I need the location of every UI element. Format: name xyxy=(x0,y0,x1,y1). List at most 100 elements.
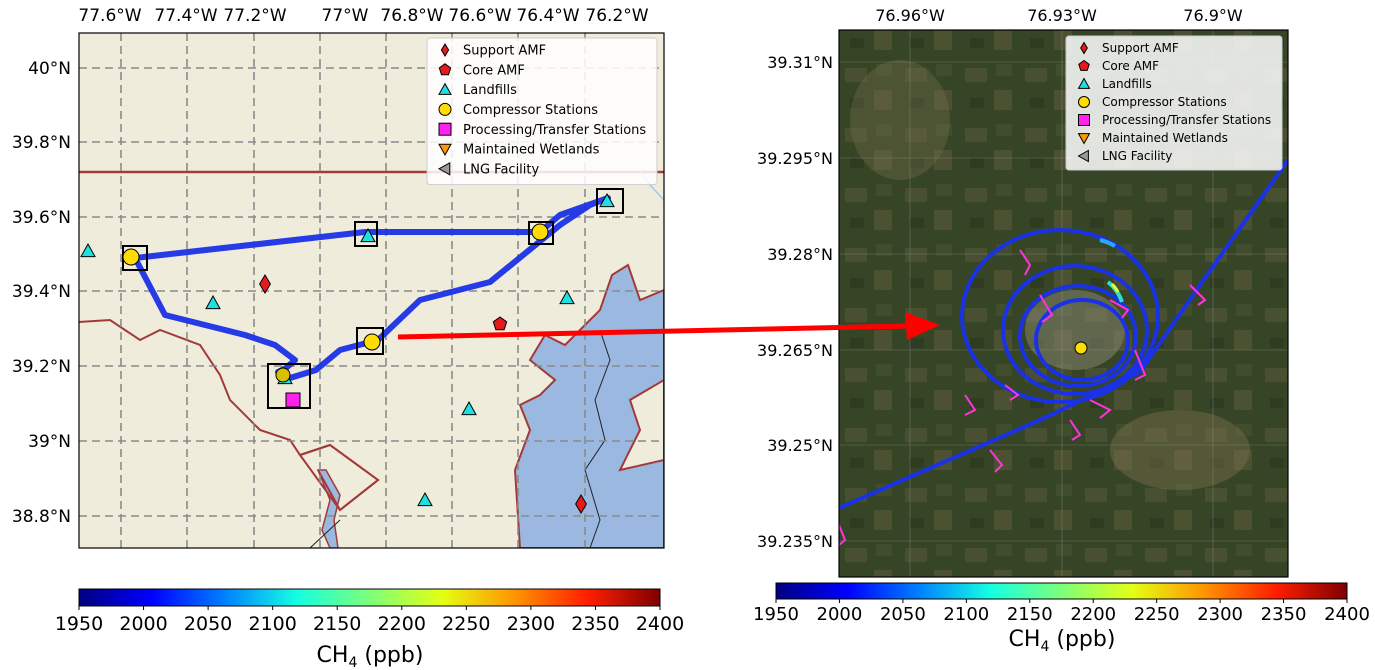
left-site-markers xyxy=(80,192,615,514)
legend-marker xyxy=(438,63,452,76)
legend-label: LNG Facility xyxy=(1102,149,1172,163)
legend-label: Landfills xyxy=(463,83,517,98)
legend-label: Support AMF xyxy=(463,44,546,59)
landfill-marker xyxy=(559,289,575,305)
compressor-station-marker xyxy=(275,367,291,383)
legend-box xyxy=(426,37,658,186)
legend-label: Maintained Wetlands xyxy=(463,143,600,158)
legend-label: Support AMF xyxy=(1102,41,1179,55)
support-amf-marker xyxy=(575,494,587,514)
legend-label: Compressor Stations xyxy=(463,103,598,118)
lon-tick-label: 76.8°W xyxy=(380,6,443,26)
landfill-marker xyxy=(80,242,96,258)
legend-label: Core AMF xyxy=(1102,59,1159,73)
lon-tick-label: 76.96°W xyxy=(875,6,945,25)
enhancement-segment xyxy=(1110,282,1120,293)
colorbar-tick-label: 1950 xyxy=(55,613,103,635)
right-colorbar-label: CH4 (ppb) xyxy=(1009,627,1116,655)
right-colorbar: 1950 2000 2050 2100 2150 2200 2250 2300 2350 2400… xyxy=(753,582,1370,655)
colorbar-tick-label: 2200 xyxy=(1070,604,1116,625)
compressor-station-marker xyxy=(363,333,381,351)
legend-marker xyxy=(1077,149,1089,163)
potomac-river xyxy=(316,469,341,548)
legend-marker xyxy=(440,43,450,57)
right-map-frame xyxy=(838,29,1289,578)
colorbar-tick-label: 2400 xyxy=(636,613,684,635)
lat-tick-label: 39°N xyxy=(28,432,71,452)
legend-marker xyxy=(1078,114,1090,126)
lon-tick-label: 76.6°W xyxy=(448,6,511,26)
landfill-marker xyxy=(205,294,221,310)
left-legend: Support AMF Core AMF Landfills Compressor S… xyxy=(426,37,658,186)
target-box xyxy=(596,188,624,214)
flight-track-right xyxy=(839,158,1288,510)
legend-marker xyxy=(438,143,452,157)
left-lon-ticks: 77.6°W 77.4°W 77.2°W 77°W 76.8°W 76.6°W 76.4°W… xyxy=(78,6,648,26)
colorbar-tick-label: 2350 xyxy=(1261,604,1307,625)
lat-tick-label: 39.8°N xyxy=(12,133,71,153)
colorbar-tick-label: 2000 xyxy=(119,613,167,635)
target-box xyxy=(354,221,378,247)
target-box xyxy=(356,327,384,355)
lat-tick-label: 39.4°N xyxy=(12,282,71,302)
colorbar-tick-label: 2000 xyxy=(817,604,863,625)
lon-tick-label: 76.2°W xyxy=(585,6,648,26)
colorbar-tick-label: 2100 xyxy=(943,604,989,625)
right-legend: Support AMF Core AMF Landfills Compressor S… xyxy=(1065,35,1283,171)
colorbar-tick-label: 2250 xyxy=(1134,604,1180,625)
dc-border xyxy=(298,443,380,512)
track-loop xyxy=(1001,264,1149,396)
colorbar-tick-label: 1950 xyxy=(753,604,799,625)
lat-tick-label: 39.6°N xyxy=(12,208,71,228)
legend-marker xyxy=(1080,41,1088,55)
flight-track-left xyxy=(132,195,611,381)
legend-label: Core AMF xyxy=(463,63,525,78)
colorbar-tick-label: 2100 xyxy=(248,613,296,635)
legend-label: Compressor Stations xyxy=(1102,95,1227,109)
landfill-marker xyxy=(360,227,376,243)
legend-marker xyxy=(437,161,451,176)
lat-tick-label: 39.28°N xyxy=(767,245,833,264)
county-line xyxy=(309,519,341,548)
right-colorbar-ticks: 1950 2000 2050 2100 2150 2200 2250 2300 2350 2400 xyxy=(753,599,1370,625)
colorbar-tick-label: 2050 xyxy=(184,613,232,635)
bay-land-spit xyxy=(618,378,664,472)
lat-tick-label: 38.8°N xyxy=(12,507,71,527)
legend-label: LNG Facility xyxy=(463,162,540,177)
lon-tick-label: 76.4°W xyxy=(516,6,579,26)
left-colorbar: 1950 2000 2050 2100 2150 2200 2250 2300 2350 2400… xyxy=(55,588,684,670)
lat-tick-label: 39.265°N xyxy=(757,341,833,360)
legend-marker xyxy=(1078,59,1090,71)
legend-label: Processing/Transfer Stations xyxy=(463,123,646,138)
track-loop xyxy=(1034,298,1130,382)
right-lon-ticks: 76.96°W 76.93°W 76.9°W xyxy=(875,6,1243,25)
legend-label: Maintained Wetlands xyxy=(1102,131,1228,145)
track-loop xyxy=(1018,284,1138,388)
colorbar-tick-label: 2150 xyxy=(1007,604,1053,625)
colorbar-tick-label: 2150 xyxy=(313,613,361,635)
lat-tick-label: 39.31°N xyxy=(767,53,833,72)
lon-tick-label: 77.4°W xyxy=(154,6,217,26)
enhancement-segment xyxy=(1099,238,1116,248)
target-box xyxy=(267,363,311,409)
wind-barbs xyxy=(839,249,1207,546)
lat-tick-label: 39.2°N xyxy=(12,357,71,377)
landfill-marker xyxy=(417,491,433,507)
landfill-marker xyxy=(599,192,615,208)
chesapeake-bay-water xyxy=(513,263,664,548)
compressor-station-marker xyxy=(1074,341,1088,355)
core-amf-marker xyxy=(492,316,508,331)
lon-tick-label: 77.2°W xyxy=(223,6,286,26)
left-colorbar-label: CH4 (ppb) xyxy=(317,643,424,670)
landfill-marker xyxy=(461,400,477,416)
lon-tick-label: 76.9°W xyxy=(1183,6,1243,25)
support-amf-marker xyxy=(259,274,271,294)
left-map-frame xyxy=(78,32,665,549)
colorbar-tick-label: 2200 xyxy=(378,613,426,635)
right-lat-ticks: 39.31°N 39.295°N 39.28°N 39.265°N 39.25°N 39.… xyxy=(757,53,833,551)
processing-station-marker xyxy=(285,392,301,408)
colorbar-tick-label: 2050 xyxy=(880,604,926,625)
colorbar-tick-label: 2350 xyxy=(571,613,619,635)
lat-tick-label: 39.295°N xyxy=(757,149,833,168)
